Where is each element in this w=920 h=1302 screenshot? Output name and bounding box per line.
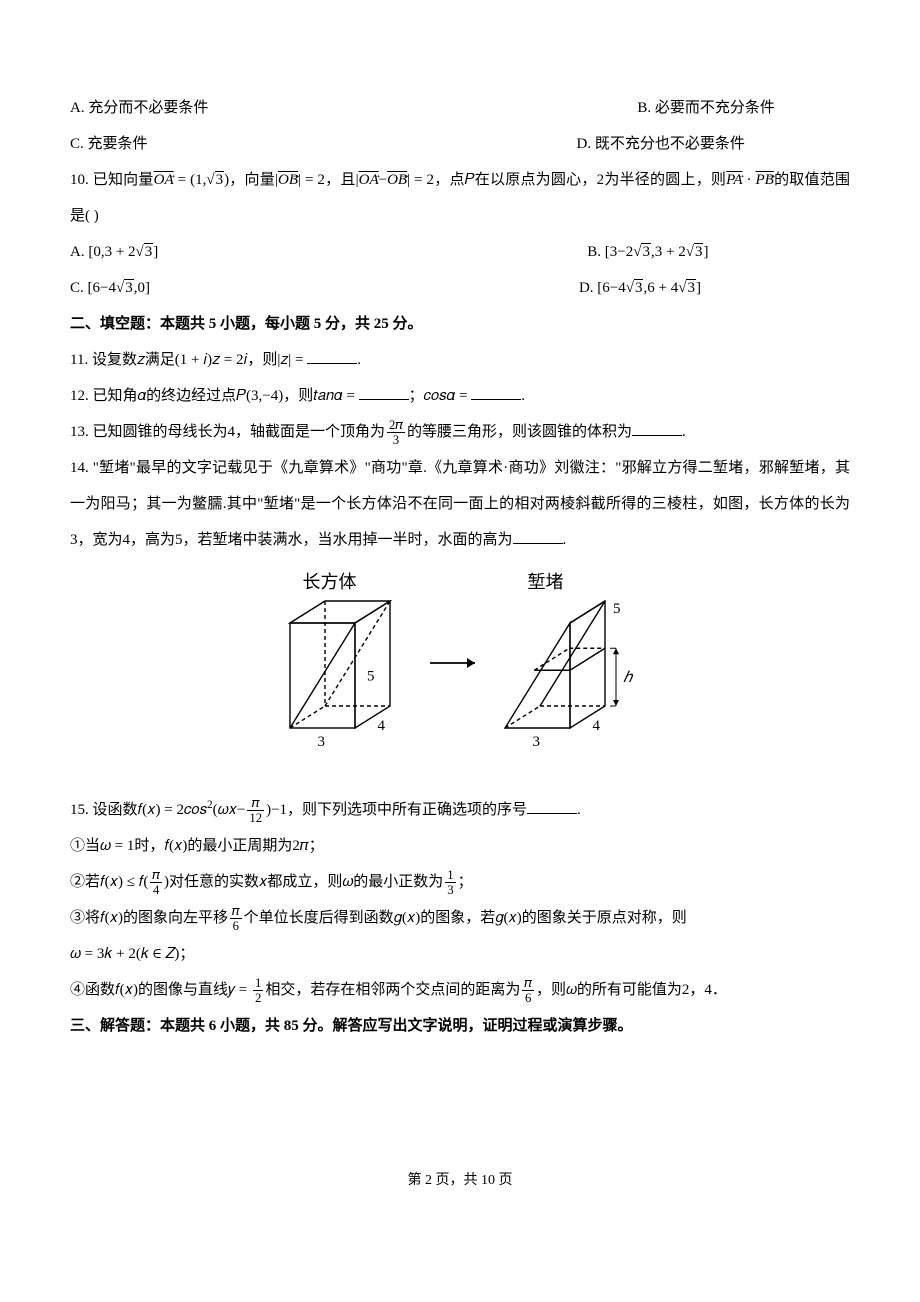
blank-fill — [359, 384, 409, 400]
blank-fill — [527, 798, 577, 814]
q10-stem: 10. 已知向量OA→ = (1,√3)，向量|OB→| = 2，且|OA→−O… — [70, 162, 850, 234]
q10-opt-a: A. [0,3 + 2√3] — [70, 243, 158, 260]
svg-text:5: 5 — [367, 669, 375, 685]
q9-opt-d: D. 既不充分也不必要条件 — [577, 126, 745, 162]
q10-options-row2: C. [6−4√3,0] D. [6−4√3,6 + 4√3] — [70, 270, 850, 306]
q9-options-row1: A. 充分而不必要条件 B. 必要而不充分条件 — [70, 90, 850, 126]
section-2-header: 二、填空题：本题共 5 小题，每小题 5 分，共 25 分。 — [70, 306, 850, 342]
q11: 11. 设复数𝑧满足(1 + 𝑖)𝑧 = 2𝑖，则|𝑧| = . — [70, 342, 850, 378]
q13: 13. 已知圆锥的母线长为4，轴截面是一个顶角为2𝜋3的等腰三角形，则该圆锥的体… — [70, 414, 850, 450]
svg-text:长方体: 长方体 — [303, 572, 357, 592]
q10-opt-d: D. [6−4√3,6 + 4√3] — [579, 270, 701, 306]
q10-options-row1: A. [0,3 + 2√3] B. [3−2√3,3 + 2√3] — [70, 234, 850, 270]
q14-diagram: 长方体 5 4 3 堑堵 5 ℎ 4 3 — [70, 568, 850, 772]
svg-text:3: 3 — [318, 734, 326, 750]
blank-fill — [471, 384, 521, 400]
svg-text:5: 5 — [613, 601, 621, 617]
q15-stem: 15. 设函数𝑓(𝑥) = 2𝑐𝑜𝑠2(𝜔𝑥−𝜋12)−1，则下列选项中所有正确… — [70, 792, 850, 828]
svg-text:3: 3 — [533, 734, 541, 750]
blank-fill — [632, 420, 682, 436]
q9-options-row2: C. 充要条件 D. 既不充分也不必要条件 — [70, 126, 850, 162]
q9-opt-a: A. 充分而不必要条件 — [70, 100, 208, 116]
svg-text:4: 4 — [593, 718, 601, 734]
blank-fill — [513, 528, 563, 544]
blank-fill — [307, 348, 357, 364]
q15-s3b: 𝜔 = 3𝑘 + 2(𝑘 ∈ 𝑍)； — [70, 936, 850, 972]
q10-opt-b: B. [3−2√3,3 + 2√3] — [587, 234, 708, 270]
svg-text:ℎ: ℎ — [623, 670, 634, 686]
svg-text:堑堵: 堑堵 — [528, 572, 564, 592]
q15-s2: ②若𝑓(𝑥) ≤ 𝑓(𝜋4)对任意的实数𝑥都成立，则𝜔的最小正数为13； — [70, 864, 850, 900]
q15-s1: ①当𝜔 = 1时，𝑓(𝑥)的最小正周期为2𝜋； — [70, 828, 850, 864]
q10-opt-c: C. [6−4√3,0] — [70, 279, 150, 296]
q15-s4: ④函数𝑓(𝑥)的图像与直线𝑦 = 12相交，若存在相邻两个交点间的距离为𝜋6，则… — [70, 972, 850, 1008]
page-footer: 第 2 页，共 10 页 — [70, 1164, 850, 1198]
q9-opt-c: C. 充要条件 — [70, 136, 148, 152]
section-3-header: 三、解答题：本题共 6 小题，共 85 分。解答应写出文字说明，证明过程或演算步… — [70, 1008, 850, 1044]
q14: 14. "堑堵"最早的文字记载见于《九章算术》"商功"章.《九章算术·商功》刘徽… — [70, 450, 850, 558]
svg-text:4: 4 — [378, 718, 386, 734]
q12: 12. 已知角𝛼的终边经过点𝑃(3,−4)，则𝑡𝑎𝑛𝛼 = ；𝑐𝑜𝑠𝛼 = . — [70, 378, 850, 414]
q9-opt-b: B. 必要而不充分条件 — [637, 90, 775, 126]
q15-s3: ③将𝑓(𝑥)的图象向左平移𝜋6个单位长度后得到函数𝑔(𝑥)的图象，若𝑔(𝑥)的图… — [70, 900, 850, 936]
